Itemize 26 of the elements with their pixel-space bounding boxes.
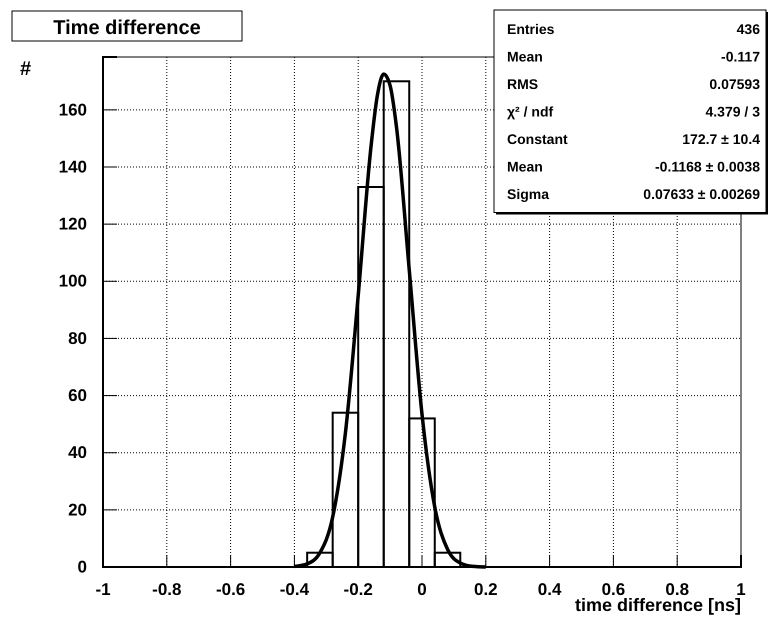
y-tick-label: 60	[68, 386, 87, 406]
text: χ² / ndf 4.379 / 3	[507, 104, 760, 120]
y-tick-label: 100	[58, 272, 87, 291]
text: Mean -0.1168 ± 0.0038	[507, 158, 760, 174]
x-tick-label: -0.6	[216, 580, 246, 600]
y-tick-label: 140	[58, 157, 87, 176]
x-tick-label: 0	[417, 580, 427, 600]
y-tick-label: 120	[58, 214, 87, 234]
y-tick-label: 40	[68, 443, 87, 462]
text: RMS 0.07593	[507, 76, 760, 92]
chart-title: Time difference	[53, 17, 201, 39]
y-tick-label: 80	[68, 328, 87, 348]
x-tick-label: 0.2	[474, 580, 498, 600]
text: Sigma 0.07633 ± 0.00269	[507, 186, 760, 202]
y-axis-title: #	[20, 58, 32, 80]
x-tick-label: -0.8	[152, 580, 182, 600]
y-tick-label: 160	[58, 100, 87, 120]
x-tick-label: -0.4	[280, 580, 310, 600]
y-tick-label: 0	[78, 557, 87, 576]
text: Mean -0.117	[507, 48, 760, 64]
y-tick-label: 20	[68, 500, 87, 520]
text: Entries 436	[507, 21, 760, 37]
x-tick-label: 0.4	[538, 580, 562, 600]
x-tick-label: -0.2	[344, 580, 373, 600]
text: Constant 172.7 ± 10.4	[507, 131, 760, 147]
x-tick-label: -1	[95, 580, 111, 600]
